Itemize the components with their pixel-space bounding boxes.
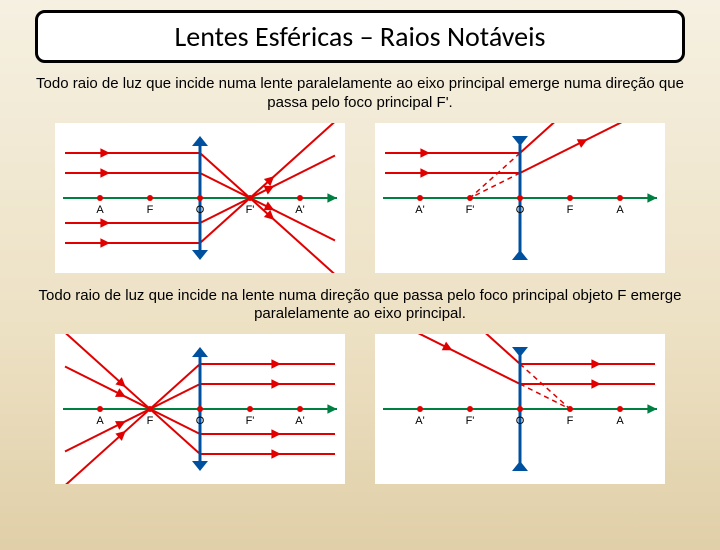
title-container: Lentes Esféricas – Raios Notáveis — [35, 10, 685, 63]
page-title: Lentes Esféricas – Raios Notáveis — [48, 19, 672, 54]
diagram-diverging-parallel: A' F' O F A — [375, 123, 665, 273]
svg-text:O: O — [516, 415, 525, 427]
svg-text:A: A — [96, 204, 104, 216]
description-2: Todo raio de luz que incide na lente num… — [0, 283, 720, 335]
svg-text:F': F' — [466, 204, 475, 216]
svg-text:A': A' — [295, 415, 304, 427]
svg-text:F: F — [567, 204, 574, 216]
diagram-converging-focus: A F O F' A' — [55, 334, 345, 484]
row-1: A F O F' A' A' F' O F A — [0, 123, 720, 273]
svg-text:A: A — [616, 204, 624, 216]
svg-text:O: O — [196, 204, 205, 216]
svg-text:A': A' — [415, 415, 424, 427]
svg-text:F: F — [147, 204, 154, 216]
svg-text:A: A — [96, 415, 104, 427]
diagram-diverging-focus: A' F' O F A — [375, 334, 665, 484]
svg-text:A: A — [616, 415, 624, 427]
svg-text:F': F' — [246, 204, 255, 216]
svg-text:O: O — [516, 204, 525, 216]
svg-text:O: O — [196, 415, 205, 427]
svg-text:A': A' — [415, 204, 424, 216]
svg-text:F: F — [147, 415, 154, 427]
svg-text:F': F' — [466, 415, 475, 427]
svg-text:F': F' — [246, 415, 255, 427]
svg-text:A': A' — [295, 204, 304, 216]
row-2: A F O F' A' A' F' O F A — [0, 334, 720, 484]
diagram-converging-parallel: A F O F' A' — [55, 123, 345, 273]
svg-text:F: F — [567, 415, 574, 427]
description-1: Todo raio de luz que incide numa lente p… — [0, 71, 720, 123]
